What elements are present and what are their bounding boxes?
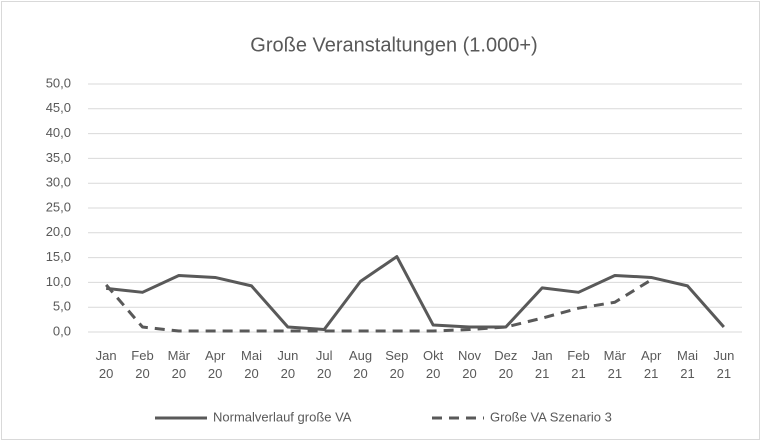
y-tick-label: 30,0: [46, 175, 71, 190]
legend-label: Große VA Szenario 3: [490, 409, 612, 424]
x-tick-label: Apr 21: [641, 348, 662, 381]
y-tick-label: 25,0: [46, 199, 71, 214]
x-tick-label: Okt 20: [423, 348, 444, 381]
y-tick-label: 15,0: [46, 249, 71, 264]
x-tick-label: Jan 20: [96, 348, 117, 381]
chart-title: Große Veranstaltungen (1.000+): [250, 34, 537, 56]
x-tick-label: Feb 21: [567, 348, 589, 381]
y-tick-label: 0,0: [53, 323, 71, 338]
x-tick-label: Jan 21: [532, 348, 553, 381]
x-tick-label: Mai 21: [677, 348, 698, 381]
x-tick-label: Mär 20: [168, 348, 191, 381]
x-tick-label: Jun 20: [277, 348, 298, 381]
x-tick-label: Jul 20: [316, 348, 333, 381]
y-tick-label: 40,0: [46, 125, 71, 140]
y-tick-label: 45,0: [46, 100, 71, 115]
y-tick-label: 50,0: [46, 75, 71, 90]
x-tick-label: Mai 20: [241, 348, 262, 381]
x-tick-label: Jun 21: [713, 348, 734, 381]
series-line: [105, 278, 652, 333]
y-tick-label: 10,0: [46, 274, 71, 289]
y-tick-label: 5,0: [53, 299, 71, 314]
series-line: [106, 255, 725, 332]
y-tick-label: 35,0: [46, 150, 71, 165]
x-tick-label: Apr 20: [205, 348, 226, 381]
x-tick-label: Aug 20: [349, 348, 372, 381]
x-tick-label: Mär 21: [604, 348, 627, 381]
legend-label: Normalverlauf große VA: [213, 409, 352, 424]
chart-frame: [1, 1, 760, 440]
x-tick-label: Nov 20: [458, 348, 482, 381]
x-tick-label: Sep 20: [385, 348, 408, 381]
y-tick-label: 20,0: [46, 224, 71, 239]
x-tick-label: Dez 20: [494, 348, 517, 381]
x-tick-label: Feb 20: [131, 348, 153, 381]
